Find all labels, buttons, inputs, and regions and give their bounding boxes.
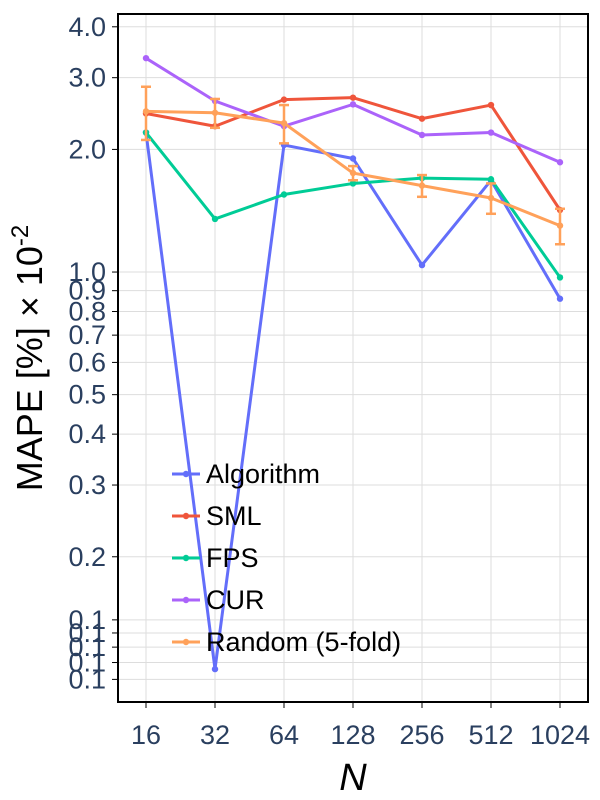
legend-label: FPS bbox=[206, 543, 259, 573]
y-tick-label: 0.7 bbox=[68, 320, 106, 350]
legend-marker-cur bbox=[182, 596, 190, 604]
data-point-random-5-fold bbox=[418, 182, 426, 189]
y-tick-label: 3.0 bbox=[68, 63, 106, 93]
data-point-random-5-fold bbox=[487, 194, 495, 202]
y-tick-label: 0.1 bbox=[68, 605, 106, 635]
y-tick-label: 0.1 bbox=[68, 648, 106, 678]
data-point-sml bbox=[280, 96, 288, 103]
x-tick-label: 1024 bbox=[530, 720, 590, 750]
legend-marker-algorithm bbox=[182, 470, 190, 478]
series-fps bbox=[142, 129, 564, 281]
x-tick-label: 32 bbox=[200, 720, 230, 750]
data-point-algorithm bbox=[211, 665, 219, 673]
data-point-random-5-fold bbox=[556, 222, 564, 229]
y-tick-label: 0.8 bbox=[68, 297, 106, 327]
legend-marker-sml bbox=[182, 512, 190, 520]
x-tick-label: 128 bbox=[330, 720, 375, 750]
legend-item-fps: FPS bbox=[172, 543, 259, 573]
data-point-cur bbox=[349, 101, 357, 108]
y-tick-label: 0.2 bbox=[68, 542, 106, 572]
legend-item-cur: CUR bbox=[172, 585, 265, 615]
data-point-sml bbox=[418, 115, 426, 122]
data-point-sml bbox=[487, 101, 495, 109]
legend-label: SML bbox=[206, 501, 262, 531]
x-axis-title: N bbox=[339, 757, 367, 799]
y-tick-label: 2.0 bbox=[68, 134, 106, 164]
legend-marker-fps bbox=[182, 554, 190, 562]
x-tick-label: 256 bbox=[399, 720, 444, 750]
data-point-fps bbox=[280, 191, 288, 198]
y-axis-title-main: MAPE [%] × 10 bbox=[9, 246, 50, 491]
data-point-algorithm bbox=[556, 295, 564, 302]
data-point-fps bbox=[349, 180, 357, 187]
legend-label: Random (5-fold) bbox=[206, 627, 401, 657]
data-point-cur bbox=[418, 131, 426, 139]
data-point-fps bbox=[211, 215, 219, 223]
y-tick-label: 0.3 bbox=[68, 470, 106, 500]
data-point-random-5-fold bbox=[211, 109, 219, 116]
legend-item-algorithm: Algorithm bbox=[172, 459, 320, 489]
y-tick-label: 1.0 bbox=[68, 257, 106, 287]
data-point-cur bbox=[487, 129, 495, 136]
series-random-5-fold bbox=[141, 85, 565, 246]
x-ticks: 16 32 64 128 256 512 1024 bbox=[131, 702, 590, 750]
y-ticks: 0.1 0.2 0.3 0.4 0.50.60.70.80.91.0 2.0 3.0 4.0 0… bbox=[68, 12, 118, 694]
data-point-algorithm bbox=[418, 261, 426, 269]
x-tick-label: 64 bbox=[269, 720, 299, 750]
y-tick-label: 0.4 bbox=[68, 419, 106, 449]
legend: Algorithm SML FPS CUR Random (5-fold) bbox=[172, 459, 401, 657]
x-tick-label: 16 bbox=[131, 720, 161, 750]
x-tick-label: 512 bbox=[468, 720, 513, 750]
y-tick-label: 0.9 bbox=[68, 276, 106, 306]
data-point-fps bbox=[487, 176, 495, 183]
y-tick-label: 0.1 bbox=[68, 664, 106, 694]
legend-item-random-5-fold: Random (5-fold) bbox=[172, 627, 401, 657]
legend-marker-random-5-fold bbox=[182, 638, 190, 646]
data-point-cur bbox=[142, 54, 150, 62]
y-tick-label: 0.5 bbox=[68, 380, 106, 410]
series-layer bbox=[141, 54, 565, 673]
legend-item-sml: SML bbox=[172, 501, 262, 531]
y-axis-title-exponent: -2 bbox=[7, 225, 34, 246]
y-tick-label: 0.1 bbox=[68, 618, 106, 648]
data-point-algorithm bbox=[349, 155, 357, 162]
data-point-sml bbox=[349, 94, 357, 101]
data-point-random-5-fold bbox=[142, 108, 150, 115]
grid bbox=[118, 14, 588, 702]
y-tick-label: 0.6 bbox=[68, 347, 106, 377]
y-axis-title: MAPE [%] × 10-2 bbox=[7, 225, 50, 491]
y-tick-label: 4.0 bbox=[68, 12, 106, 42]
data-point-fps bbox=[556, 274, 564, 281]
plot-frame bbox=[117, 13, 589, 703]
data-point-random-5-fold bbox=[349, 169, 357, 177]
y-tick-label: 0.1 bbox=[68, 632, 106, 662]
legend-label: Algorithm bbox=[206, 459, 320, 489]
legend-label: CUR bbox=[206, 585, 265, 615]
data-point-random-5-fold bbox=[280, 119, 288, 127]
data-point-cur bbox=[556, 159, 564, 166]
